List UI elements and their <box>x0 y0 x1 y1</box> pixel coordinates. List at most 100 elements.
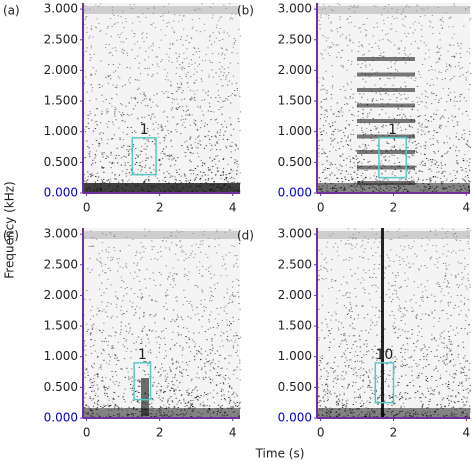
noise <box>361 154 363 156</box>
noise <box>222 126 224 128</box>
noise <box>465 100 467 102</box>
noise <box>233 246 235 247</box>
noise <box>179 180 181 181</box>
noise <box>174 393 176 395</box>
noise <box>397 108 399 109</box>
noise <box>123 27 125 29</box>
noise <box>219 375 221 377</box>
noise <box>369 161 371 162</box>
noise <box>417 115 419 117</box>
noise <box>137 391 139 393</box>
noise <box>449 147 451 149</box>
noise <box>170 81 172 83</box>
noise <box>91 119 93 121</box>
noise <box>116 297 118 299</box>
noise <box>415 362 417 364</box>
noise <box>464 297 466 299</box>
noise <box>442 21 444 23</box>
noise <box>131 113 133 115</box>
noise <box>188 257 190 258</box>
noise <box>126 310 128 312</box>
harmonic <box>357 165 415 170</box>
noise <box>92 36 94 38</box>
noise <box>148 176 150 178</box>
noise <box>110 154 112 156</box>
noise <box>181 251 183 253</box>
noise <box>439 374 442 376</box>
noise <box>342 326 344 328</box>
noise <box>411 108 414 110</box>
noise <box>465 168 467 170</box>
noise <box>126 267 128 268</box>
noise <box>348 155 350 157</box>
noise <box>352 157 354 159</box>
noise <box>88 147 90 149</box>
noise <box>320 101 322 103</box>
noise <box>144 247 147 249</box>
noise <box>323 151 325 153</box>
noise <box>169 155 171 157</box>
noise <box>237 62 239 64</box>
noise <box>429 258 432 260</box>
noise <box>126 66 128 68</box>
noise <box>97 179 99 181</box>
noise <box>186 390 188 392</box>
noise <box>361 357 363 358</box>
noise <box>359 351 361 353</box>
noise <box>106 143 109 145</box>
noise <box>203 395 205 397</box>
noise <box>435 250 438 252</box>
noise <box>138 269 140 271</box>
noise <box>334 243 337 244</box>
noise <box>470 230 472 232</box>
noise <box>389 314 391 316</box>
noise <box>197 395 200 397</box>
noise <box>436 386 438 387</box>
noise <box>126 367 128 369</box>
noise <box>159 142 161 144</box>
noise <box>179 371 181 373</box>
noise <box>424 58 426 60</box>
noise <box>424 163 426 165</box>
noise <box>469 390 471 392</box>
noise <box>90 164 93 166</box>
noise <box>228 325 231 326</box>
noise <box>192 152 194 154</box>
noise <box>218 75 220 77</box>
noise <box>130 97 133 99</box>
noise <box>199 105 202 107</box>
noise <box>448 399 450 401</box>
noise <box>202 405 204 407</box>
noise <box>141 122 143 124</box>
noise <box>161 129 163 131</box>
noise <box>463 404 465 405</box>
noise <box>182 62 184 64</box>
noise <box>209 7 212 8</box>
noise <box>353 171 355 173</box>
noise <box>139 307 141 309</box>
noise <box>367 384 370 386</box>
noise <box>100 368 102 370</box>
noise <box>379 241 381 243</box>
noise <box>134 58 136 59</box>
noise <box>84 24 86 26</box>
noise <box>446 286 448 288</box>
noise <box>108 64 110 66</box>
noise <box>345 178 347 180</box>
noise <box>168 97 170 98</box>
noise <box>205 253 207 255</box>
noise <box>105 272 107 274</box>
noise <box>318 177 321 179</box>
noise <box>92 144 94 145</box>
noise <box>175 319 177 321</box>
noise <box>333 131 335 133</box>
noise <box>153 246 155 248</box>
noise <box>432 393 434 395</box>
noise <box>407 163 409 165</box>
noise <box>209 35 212 37</box>
noise <box>447 94 449 96</box>
noise <box>437 151 439 153</box>
noise <box>449 137 451 139</box>
noise <box>400 352 402 353</box>
noise <box>368 50 370 52</box>
